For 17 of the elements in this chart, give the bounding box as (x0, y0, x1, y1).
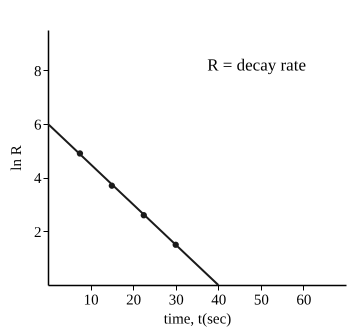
point (140, 212, 147, 218)
x-tick-label: 40 (211, 292, 226, 308)
annotation: R = decay rate (207, 56, 306, 75)
y-tick-label: 4 (34, 171, 42, 188)
y-axis-title: ln R (9, 145, 25, 171)
x-tick-label: 20 (126, 292, 142, 308)
point (108, 182, 116, 189)
x-tick-label: 10 (84, 292, 99, 308)
x-tick-label: 50 (254, 292, 269, 308)
point (76, 150, 84, 157)
point (172, 242, 179, 248)
x-axis-title: time, t(sec) (164, 312, 232, 328)
y-tick-label: 8 (34, 64, 42, 80)
y-tick-label: 6 (34, 117, 42, 134)
y-tick-label: 2 (34, 224, 42, 241)
x-tick-label: 60 (296, 292, 312, 308)
x-tick-label: 30 (168, 292, 184, 308)
